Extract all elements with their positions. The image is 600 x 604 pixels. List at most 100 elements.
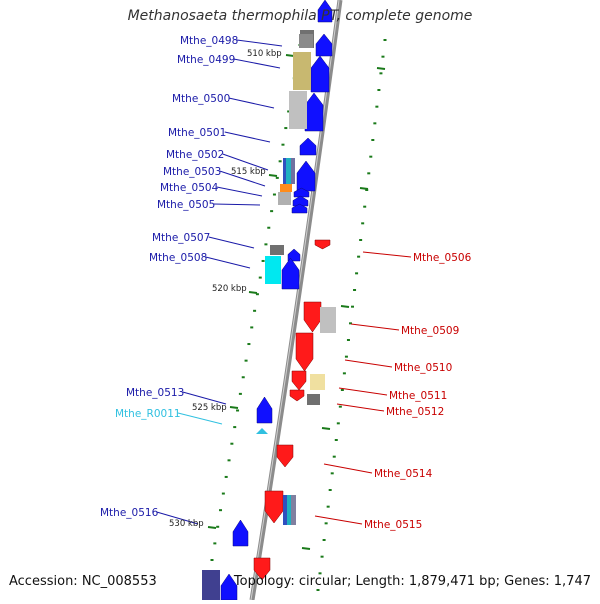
gene-arrow-0514 [276,444,294,468]
leader-line [219,170,266,187]
major-tick [268,174,278,177]
gene-features [202,0,336,601]
gene-arrow-0498 [315,33,333,57]
scale-labels: 510 kbp 515 kbp 520 kbp 525 kbp 530 kbp [169,49,282,529]
major-tick [376,67,386,70]
major-tick [321,427,331,430]
gene-label: Mthe_0507 [152,232,210,244]
major-tick [340,305,350,308]
rna-arrow-R0011 [256,428,268,434]
gene-arrow-0509 [303,301,322,333]
gene-arrow-0499 [310,55,330,93]
cog-block [287,495,291,525]
scale-label: 515 kbp [231,167,266,177]
gene-arrow-0518 [253,557,271,581]
gene-label: Mthe_0500 [172,93,230,105]
gene-label: Mthe_0499 [177,54,235,66]
cog-block [265,256,281,284]
gene-label: Mthe_0511 [389,390,447,402]
leader-line [362,251,412,258]
leader-line [350,323,400,331]
gene-arrow-0501 [299,137,317,156]
major-tick [359,187,369,190]
scale-label: 520 kbp [212,284,247,294]
leader-line [182,391,227,405]
gene-label: Mthe_R0011 [115,408,181,420]
major-tick [301,547,311,550]
map-title: Methanosaeta thermophila PT, complete ge… [127,8,473,24]
gene-arrow-0517 [220,573,238,601]
cog-block [310,374,325,390]
cog-block [299,34,313,48]
gene-arrow-0515 [264,490,284,524]
leader-line [338,387,388,396]
cog-block [283,158,287,184]
gene-arrow-0506 [314,239,331,250]
cog-block [280,184,292,192]
genome-summary-text: Topology: circular; Length: 1,879,471 bp… [233,574,591,589]
major-tick [248,291,258,294]
gene-arrow-0507 [287,248,301,262]
gene-arrow-0497 [317,0,333,23]
cog-block [320,307,336,333]
major-tick [285,54,295,57]
gene-label: Mthe_0504 [160,182,219,194]
leader-line [228,97,275,109]
gene-arrow-0513 [256,396,273,424]
gene-label: Mthe_0510 [394,362,452,374]
leader-line [344,359,393,368]
cog-block [291,495,296,525]
gene-label: Mthe_0503 [163,166,221,178]
gene-label: Mthe_0508 [149,252,207,264]
gene-label: Mthe_0509 [401,325,459,337]
gene-arrow-0516 [232,519,249,547]
accession-text: Accession: NC_008553 [9,574,157,589]
leader-line [233,58,281,69]
gene-arrow-0511 [291,370,307,391]
major-tick [207,526,217,529]
gene-label: Mthe_0515 [364,519,422,531]
gene-label: Mthe_0506 [413,252,472,264]
cog-block [291,158,295,184]
gene-arrow-0512 [289,389,305,402]
gene-label: Mthe_0505 [157,199,215,211]
cog-block [289,91,307,129]
cog-block [293,52,311,90]
leader-line [323,463,373,474]
leader-line [177,412,223,425]
gene-arrow-0502 [296,160,316,192]
gene-label: Mthe_0498 [180,35,238,47]
cog-block [307,394,320,405]
gene-labels: Mthe_0498 Mthe_0499 Mthe_0500 Mthe_0501 Mthe… [100,35,472,531]
gene-arrow-0510 [295,332,314,372]
gene-label: Mthe_0501 [168,127,226,139]
leader-line [314,515,363,525]
leader-line [224,131,271,143]
leader-line [222,153,269,171]
gene-label: Mthe_0516 [100,507,159,519]
gene-arrow-0505 [292,195,309,207]
gene-label: Mthe_0513 [126,387,184,399]
major-tick [229,406,239,409]
cog-block [202,570,220,600]
scale-label: 525 kbp [192,403,227,413]
gene-arrow-0500 [304,92,324,132]
cog-block [270,245,284,255]
cog-block [278,192,291,205]
leader-line [205,256,251,269]
leader-line [216,186,263,197]
gene-label: Mthe_0514 [374,468,433,480]
leader-line [213,203,261,206]
scale-label: 530 kbp [169,519,204,529]
cog-block [286,158,291,184]
leader-line [208,236,255,249]
cog-block [283,495,287,525]
leader-line [236,39,283,47]
gene-label: Mthe_0502 [166,149,224,161]
gene-arrow-0505b [291,203,308,214]
gene-arrow-0504 [293,187,310,198]
gene-arrow-0508 [281,257,300,290]
leader-line [156,511,199,525]
